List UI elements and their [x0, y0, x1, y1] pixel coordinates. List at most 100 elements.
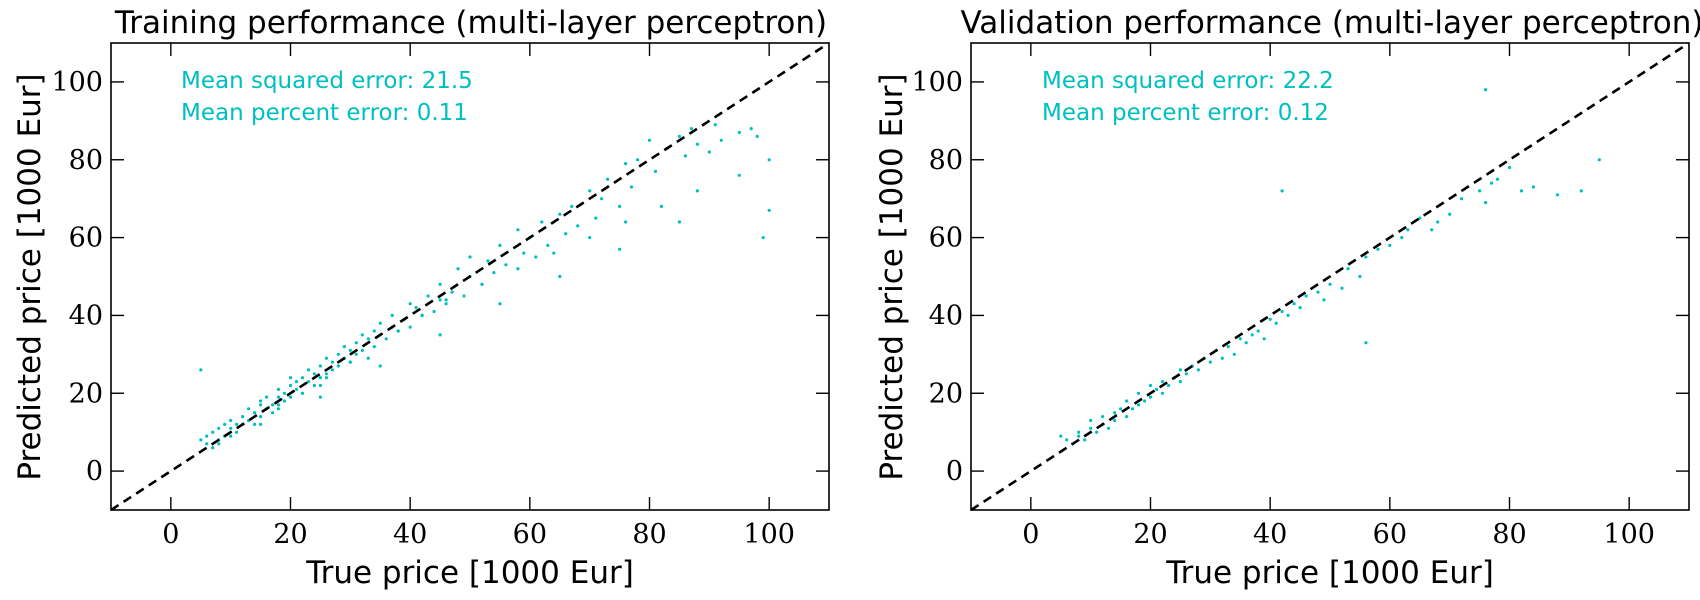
scatter-point	[1101, 415, 1105, 419]
x-tick-label: 20	[1133, 519, 1167, 550]
scatter-point	[534, 255, 538, 259]
scatter-point	[408, 325, 412, 329]
scatter-point	[235, 422, 239, 426]
scatter-point	[1166, 383, 1171, 388]
scatter-point	[276, 387, 281, 391]
scatter-point	[761, 236, 765, 240]
scatter-point	[384, 337, 388, 341]
scatter-point	[1178, 368, 1182, 372]
scatter-point	[1268, 317, 1272, 321]
scatter-point	[767, 208, 771, 212]
x-tick-label: 100	[743, 519, 795, 550]
scatter-point	[653, 169, 658, 173]
scatter-point	[1376, 247, 1380, 251]
scatter-point	[1430, 228, 1434, 232]
scatter-point	[1436, 220, 1440, 224]
scatter-point	[486, 259, 490, 263]
scatter-point	[205, 434, 209, 438]
validation-chart: Validation performance (multi-layer perc…	[874, 5, 1700, 591]
scatter-point	[1484, 88, 1488, 92]
x-tick-label: 60	[513, 519, 547, 550]
x-tick-label: 40	[1253, 519, 1287, 550]
scatter-point	[498, 302, 502, 306]
scatter-point	[1184, 372, 1188, 376]
scatter-point	[229, 434, 233, 438]
scatter-point	[276, 395, 281, 399]
scatter-point	[217, 426, 221, 430]
scatter-point	[1148, 383, 1153, 388]
scatter-point	[408, 302, 412, 306]
scatter-point	[606, 177, 610, 181]
scatter-point	[205, 442, 209, 446]
scatter-point	[618, 247, 622, 251]
scatter-point	[1077, 430, 1081, 434]
scatter-point	[1178, 380, 1182, 384]
plot-frame	[970, 42, 1690, 511]
plot-frame	[110, 42, 830, 511]
y-tick-label: 80	[69, 145, 103, 176]
mse-annotation: Mean squared error: 21.5	[181, 68, 473, 94]
scatter-point	[1274, 321, 1278, 325]
scatter-point	[767, 158, 771, 162]
scatter-point	[629, 185, 634, 189]
scatter-point	[366, 356, 370, 360]
scatter-point	[1220, 356, 1224, 360]
scatter-point	[624, 162, 628, 166]
scatter-point	[707, 150, 711, 154]
scatter-point	[683, 154, 688, 158]
scatter-point	[516, 267, 520, 271]
scatter-point	[229, 418, 233, 423]
scatter-point	[1507, 165, 1512, 170]
scatter-point	[1597, 158, 1601, 162]
scatter-point	[1113, 411, 1117, 415]
scatter-point	[1460, 197, 1464, 201]
scatter-point	[1495, 177, 1500, 181]
chart-title: Validation performance (multi-layer perc…	[961, 5, 1700, 41]
x-tick-label: 80	[1492, 519, 1526, 550]
scatter-point	[288, 383, 293, 388]
scatter-point	[288, 376, 293, 380]
x-tick-label: 0	[162, 519, 179, 550]
scatter-point	[282, 399, 287, 403]
scatter-points	[199, 123, 771, 450]
scatter-point	[695, 189, 700, 193]
scatter-point	[348, 348, 352, 352]
scatter-point	[618, 204, 622, 208]
scatter-point	[211, 430, 215, 434]
scatter-point	[719, 138, 723, 142]
scatter-point	[1406, 228, 1410, 232]
scatter-point	[318, 383, 322, 388]
scatter-point	[450, 290, 454, 294]
scatter-point	[217, 442, 221, 446]
scatter-point	[223, 422, 227, 426]
scatter-point	[635, 158, 640, 162]
scatter-point	[324, 356, 328, 360]
mpe-annotation: Mean percent error: 0.11	[181, 100, 468, 126]
scatter-point	[420, 313, 424, 317]
x-axis-label: True price [1000 Eur]	[1165, 555, 1494, 591]
scatter-point	[1280, 189, 1284, 193]
x-tick-label: 40	[393, 519, 427, 550]
scatter-point	[677, 134, 682, 138]
mpe-annotation: Mean percent error: 0.12	[1042, 100, 1329, 126]
scatter-point	[1119, 407, 1123, 411]
scatter-point	[360, 348, 364, 352]
x-axis-label: True price [1000 Eur]	[305, 555, 634, 591]
x-tick-label: 60	[1373, 519, 1407, 550]
scatter-point	[1160, 380, 1165, 384]
scatter-point	[1364, 341, 1368, 345]
tick-labels: 0 20 40 60 80 100 0 20 40 60 80 100	[51, 67, 794, 550]
mse-annotation: Mean squared error: 22.2	[1042, 68, 1334, 94]
scatter-point	[1250, 333, 1254, 337]
scatter-point	[1238, 337, 1242, 341]
identity-line	[970, 41, 1690, 512]
scatter-point	[600, 197, 604, 201]
scatter-point	[438, 298, 442, 302]
scatter-point	[348, 360, 352, 364]
scatter-point	[318, 364, 322, 368]
scatter-point	[318, 395, 322, 399]
scatter-point	[468, 255, 472, 259]
scatter-point	[259, 415, 263, 419]
y-tick-label: 60	[929, 223, 963, 254]
scatter-point	[737, 173, 741, 177]
